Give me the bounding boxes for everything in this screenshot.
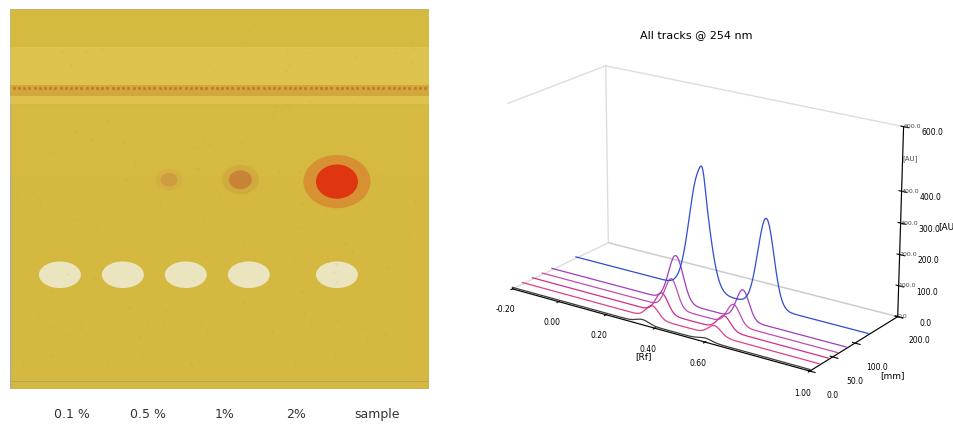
Bar (10, 85, 429, 96)
Ellipse shape (222, 165, 258, 194)
Text: sample: sample (354, 408, 399, 421)
Ellipse shape (315, 165, 357, 199)
Ellipse shape (102, 261, 144, 288)
Text: 0.5 %: 0.5 % (130, 408, 166, 421)
Y-axis label: [mm]: [mm] (879, 371, 903, 380)
Ellipse shape (303, 155, 370, 208)
Text: 1%: 1% (214, 408, 233, 421)
Text: 2%: 2% (286, 408, 305, 421)
Text: 0.1 %: 0.1 % (53, 408, 90, 421)
Ellipse shape (155, 169, 182, 191)
Ellipse shape (160, 173, 177, 187)
Ellipse shape (228, 261, 270, 288)
X-axis label: [Rf]: [Rf] (635, 352, 651, 361)
Bar (10, 9, 429, 47)
Ellipse shape (229, 170, 252, 189)
Ellipse shape (165, 261, 207, 288)
Title: All tracks @ 254 nm: All tracks @ 254 nm (639, 30, 752, 40)
Ellipse shape (39, 261, 81, 288)
Bar (10, 9, 429, 104)
Ellipse shape (315, 261, 357, 288)
Bar (10, 108, 429, 176)
